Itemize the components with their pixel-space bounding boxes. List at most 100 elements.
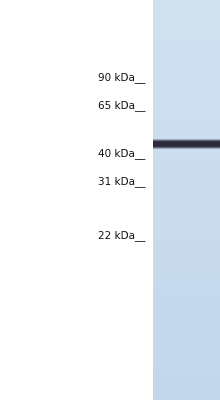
Bar (153, 20, 220, 23)
Bar (153, 151, 220, 153)
Bar (153, 296, 220, 299)
Bar (153, 162, 220, 164)
Bar (153, 334, 220, 336)
Bar (153, 0, 220, 3)
Bar (153, 18, 220, 20)
Bar (153, 124, 220, 127)
Bar (153, 244, 220, 247)
Bar (153, 130, 220, 132)
Bar (153, 180, 220, 183)
Bar (153, 16, 220, 19)
Bar (153, 274, 220, 276)
Bar (153, 14, 220, 16)
Bar (153, 250, 220, 252)
Bar (153, 226, 220, 228)
Bar (153, 215, 220, 217)
Bar (153, 184, 220, 187)
Bar (153, 203, 220, 205)
Bar (153, 267, 220, 269)
Bar (153, 384, 220, 387)
Bar (153, 307, 220, 309)
Bar (153, 280, 220, 283)
Bar (153, 386, 220, 388)
Bar (153, 302, 220, 304)
Bar (153, 132, 220, 135)
Bar (153, 318, 220, 320)
Bar (153, 100, 220, 103)
Bar (153, 228, 220, 231)
Bar (153, 156, 220, 159)
Bar (153, 88, 220, 91)
Bar (153, 392, 220, 395)
Bar (153, 24, 220, 27)
Bar (153, 190, 220, 192)
Bar (153, 230, 220, 232)
Text: 40 kDa__: 40 kDa__ (98, 148, 145, 160)
Bar (153, 188, 220, 191)
Bar (153, 42, 220, 44)
Bar (153, 312, 220, 315)
Bar (153, 139, 220, 150)
Bar (153, 240, 220, 243)
Bar (153, 106, 220, 108)
Bar (153, 194, 220, 196)
Bar (153, 263, 220, 265)
Bar (153, 260, 220, 263)
Bar (153, 78, 220, 80)
Bar (153, 262, 220, 264)
Bar (153, 116, 220, 119)
Bar (153, 199, 220, 201)
Bar (153, 198, 220, 200)
Bar (153, 0, 220, 1)
Bar (153, 141, 220, 148)
Bar (153, 270, 220, 272)
Bar (153, 234, 220, 236)
Bar (153, 239, 220, 241)
Bar (153, 204, 220, 207)
Bar (153, 372, 220, 375)
Bar (153, 370, 220, 372)
Bar (153, 380, 220, 383)
Bar (153, 254, 220, 256)
Bar (153, 247, 220, 249)
Bar (153, 266, 220, 268)
Bar (153, 54, 220, 56)
Bar (153, 246, 220, 248)
Bar (153, 224, 220, 227)
Bar (153, 320, 220, 323)
Bar (153, 179, 220, 181)
Bar (153, 379, 220, 381)
Bar (153, 227, 220, 229)
Bar (153, 128, 220, 131)
Bar (153, 142, 220, 144)
Bar (153, 55, 220, 57)
Bar (153, 200, 220, 203)
Bar (153, 147, 220, 149)
Bar (153, 87, 220, 89)
Bar (153, 52, 220, 55)
Bar (153, 212, 220, 215)
Bar (153, 290, 220, 292)
Bar (153, 304, 220, 307)
Bar (153, 326, 220, 328)
Bar (153, 223, 220, 225)
Bar (153, 360, 220, 363)
Bar (153, 264, 220, 267)
Bar (153, 363, 220, 365)
Bar (153, 44, 220, 47)
Bar (153, 139, 220, 141)
Bar (153, 154, 220, 156)
Bar (153, 368, 220, 371)
Bar (153, 75, 220, 77)
Bar (153, 214, 220, 216)
Bar (153, 324, 220, 327)
Bar (153, 331, 220, 333)
Bar (153, 288, 220, 291)
Bar (153, 56, 220, 59)
Bar (153, 94, 220, 96)
Bar (153, 51, 220, 53)
Bar (153, 346, 220, 348)
Bar (153, 364, 220, 367)
Bar (153, 96, 220, 99)
Bar (153, 142, 220, 146)
